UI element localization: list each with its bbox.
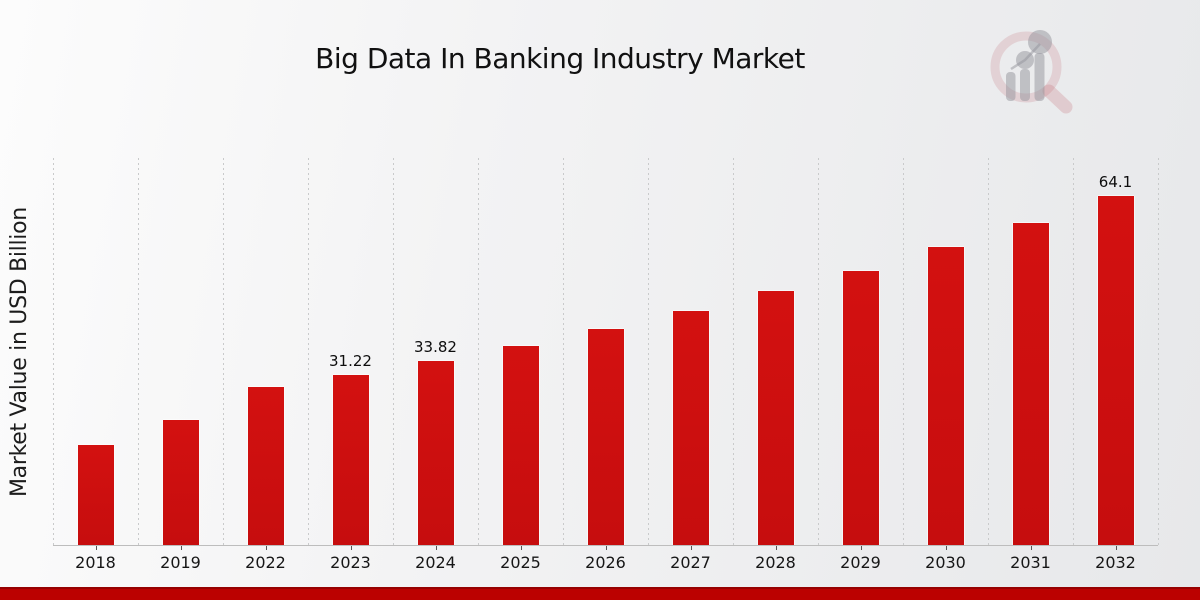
logo-dot-medium-icon	[1016, 51, 1034, 69]
x-axis-label: 2029	[840, 553, 881, 572]
x-axis-label: 2019	[160, 553, 201, 572]
x-axis-tick	[1115, 546, 1117, 550]
x-axis-tick	[945, 546, 947, 550]
x-axis-label: 2027	[670, 553, 711, 572]
x-axis-tick	[1030, 546, 1032, 550]
gridline	[1158, 158, 1159, 545]
x-axis-label: 2022	[245, 553, 286, 572]
x-axis-label: 2023	[330, 553, 371, 572]
x-axis-tick	[605, 546, 607, 550]
bar-2024	[417, 360, 454, 545]
gridline	[53, 158, 54, 545]
gridline	[903, 158, 904, 545]
gridline	[138, 158, 139, 545]
bar-2027	[672, 310, 709, 545]
x-axis-tick	[690, 546, 692, 550]
gridline	[563, 158, 564, 545]
gridline	[648, 158, 649, 545]
x-axis-tick	[180, 546, 182, 550]
magnifier-handle-icon	[1042, 84, 1073, 114]
x-axis-tick	[350, 546, 352, 550]
bar-2032	[1097, 196, 1134, 545]
chart-title: Big Data In Banking Industry Market	[315, 42, 805, 75]
x-axis-label: 2031	[1010, 553, 1051, 572]
x-axis-label: 2024	[415, 553, 456, 572]
bar-2023	[332, 375, 369, 545]
x-axis-label: 2025	[500, 553, 541, 572]
logo-bar-medium-icon	[1020, 69, 1030, 101]
plot-area: 2018 2019 2022 2023 31.22 2024 33.82 2025 2026 20…	[53, 158, 1159, 572]
x-axis-tick	[435, 546, 437, 550]
x-axis-tick	[95, 546, 97, 550]
bar-2030	[927, 247, 964, 545]
logo-bar-tall-icon	[1034, 53, 1045, 101]
bar-2025	[502, 345, 539, 545]
bar-2019	[162, 420, 199, 545]
footer-red-bar	[0, 587, 1200, 600]
bar-2022	[247, 387, 284, 545]
gridline	[393, 158, 394, 545]
gridline	[1073, 158, 1074, 545]
x-axis-tick	[860, 546, 862, 550]
gridline	[818, 158, 819, 545]
x-axis-label: 2030	[925, 553, 966, 572]
gridline	[733, 158, 734, 545]
bar-2031	[1012, 222, 1049, 545]
x-axis-tick	[265, 546, 267, 550]
bar-2018	[77, 445, 114, 545]
logo-dot-large-icon	[1028, 30, 1052, 54]
gridline	[308, 158, 309, 545]
x-axis-label: 2032	[1095, 553, 1136, 572]
gridline	[988, 158, 989, 545]
y-axis-label: Market Value in USD Billion	[7, 207, 32, 498]
x-axis-label: 2018	[75, 553, 116, 572]
x-axis-tick	[520, 546, 522, 550]
magnifier-bar-chart-logo-watermark	[990, 30, 1073, 114]
bar-2026	[587, 328, 624, 545]
x-axis-label: 2028	[755, 553, 796, 572]
gridline	[478, 158, 479, 545]
bar-value-label: 64.1	[1098, 173, 1133, 192]
bar-2028	[757, 291, 794, 545]
x-axis-label: 2026	[585, 553, 626, 572]
bar-value-label: 31.22	[329, 352, 372, 371]
bar-value-label: 33.82	[414, 337, 457, 356]
logo-bar-small-icon	[1006, 72, 1016, 101]
bar-2029	[842, 270, 879, 545]
gridline	[223, 158, 224, 545]
x-axis-tick	[775, 546, 777, 550]
